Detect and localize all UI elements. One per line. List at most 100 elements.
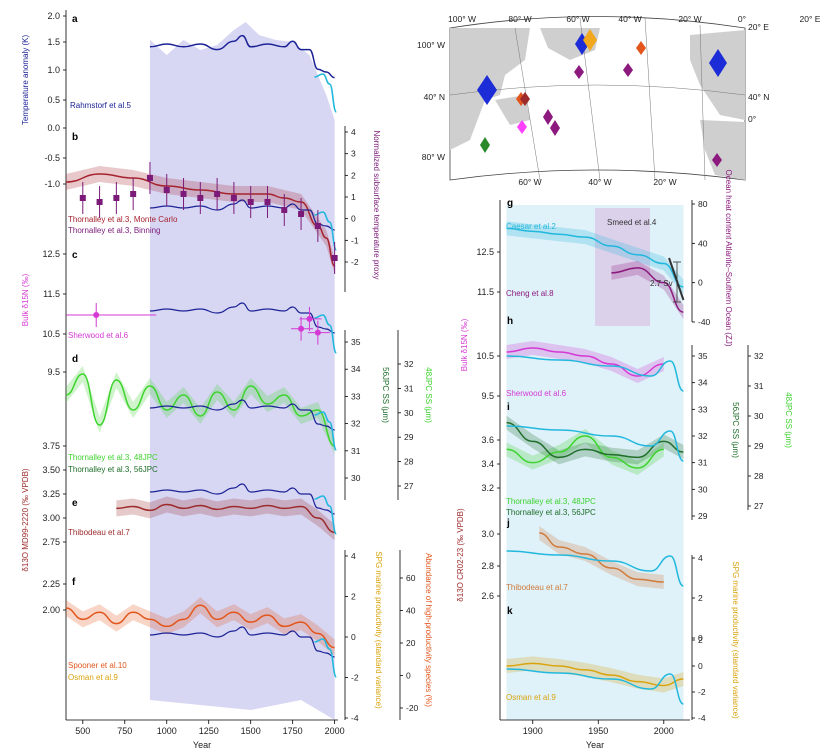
marker-rahmstorf-1 xyxy=(477,75,497,105)
series-left-2-point-0 xyxy=(79,195,86,201)
series-left-6-line xyxy=(65,604,335,649)
left-x-tick-label-1000: 1000 xyxy=(157,726,177,736)
y-tick-label-c-2: 10.5 xyxy=(42,329,60,339)
panel-letter-d: d xyxy=(72,354,78,365)
ri2-tick-label-1: 31 xyxy=(754,381,764,391)
rg-tick-label-2: 0 xyxy=(698,278,703,288)
y-tick-label-a-1: 1.5 xyxy=(47,37,60,47)
map-left-lat-2: 80° W xyxy=(422,152,445,162)
right-x-tick-label-1950: 1950 xyxy=(588,726,608,736)
right-label-g: Ocean heat content Atlantic–Southern Oce… xyxy=(724,170,733,347)
source-k: Osman et al.9 xyxy=(506,693,556,702)
rd1-tick-label-4: 31 xyxy=(351,446,361,456)
map-top-lon-4: 20° W xyxy=(678,14,701,24)
rk-tick-label-1: 0 xyxy=(698,661,703,671)
ri1-tick-label-4: 31 xyxy=(698,458,708,468)
caesar-uncertainty-envelope xyxy=(506,205,684,720)
marker-africa xyxy=(712,153,722,167)
left-series-lines xyxy=(65,34,338,678)
marker-thibodeau-2 xyxy=(520,92,530,106)
y-tick-label-e-3: 3.00 xyxy=(42,513,60,523)
y-tick-label-c-3: 9.5 xyxy=(47,367,60,377)
series-left-2-point-9 xyxy=(230,195,237,201)
left-x-ticks: 500 750 1000 1250 1500 1750 2000 xyxy=(75,720,345,736)
rahmstorf-uncertainty-envelope xyxy=(149,22,335,720)
y-tick-label-f-0: 2.25 xyxy=(42,579,60,589)
series-right-2-band xyxy=(506,341,664,383)
source-d2: Thornalley et al.3, 56JPC xyxy=(68,465,158,474)
meridian-20w xyxy=(644,17,656,181)
ry-tick-label-j-2: 2.6 xyxy=(481,591,494,601)
left-points xyxy=(66,162,338,345)
marker-spooner xyxy=(636,41,646,55)
rf2-tick-label-3: 0 xyxy=(406,671,411,681)
map-bottom-lon-0: 60° W xyxy=(518,177,541,187)
series-left-2-point-5 xyxy=(163,187,170,193)
caesar-tail-e xyxy=(314,495,338,535)
left-x-tick-label-1750: 1750 xyxy=(283,726,303,736)
right-col-right-ticks: 80400-403534333231302932313029282742020-… xyxy=(692,199,764,723)
series-right-0-line xyxy=(506,227,684,288)
right-series-lines xyxy=(506,227,685,705)
ry-tick-label-h-0: 10.5 xyxy=(476,351,494,361)
rd2-tick-label-4: 28 xyxy=(404,457,414,467)
ri1-tick-label-6: 29 xyxy=(698,511,708,521)
caesar-overlay-h xyxy=(506,355,684,392)
caesar-overlay-k xyxy=(506,668,684,705)
left-x-tick-label-1500: 1500 xyxy=(241,726,261,736)
y-tick-label-b-0: -0.5 xyxy=(44,153,60,163)
y-tick-label-c-1: 11.5 xyxy=(43,289,60,299)
series-left-2-point-15 xyxy=(331,255,338,261)
map-right-lat-0: 20° E xyxy=(748,22,769,32)
y-tick-label-f-1: 2.00 xyxy=(42,605,60,615)
rd1-tick-label-2: 33 xyxy=(351,391,361,401)
left-x-tick-label-500: 500 xyxy=(75,726,90,736)
greenland-land xyxy=(540,28,600,60)
marker-cheng-2 xyxy=(623,63,633,77)
panel-letter-e: e xyxy=(72,498,78,509)
series-left-2-point-13 xyxy=(298,211,305,217)
y-tick-label-a-2: 1.0 xyxy=(47,65,60,75)
series-right-5-band xyxy=(539,526,664,589)
ri1-tick-label-1: 34 xyxy=(698,378,708,388)
right-label-d2: 48JPC SS (μm) xyxy=(424,367,433,423)
rk-tick-label-0: 2 xyxy=(698,635,703,645)
source-i1: Thornalley et al.3, 48JPC xyxy=(506,497,596,506)
y-tick-label-e-0: 3.75 xyxy=(42,441,60,451)
ry-tick-label-g-1: 11.5 xyxy=(477,287,494,297)
right-x-ticks: 1900 1950 2000 xyxy=(523,720,674,736)
series-right-0-band xyxy=(506,221,684,294)
series-left-5-line xyxy=(116,503,335,534)
series-left-2-point-6 xyxy=(180,191,187,197)
source-e: Thibodeau et al.7 xyxy=(68,528,130,537)
series-left-2-point-14 xyxy=(314,223,321,229)
panel-letter-b: b xyxy=(72,132,78,143)
right-label-d1: 56JPC SS (μm) xyxy=(381,367,390,423)
right-label-f1: SPG marine productivity (standard varian… xyxy=(374,551,383,709)
meridian-60w xyxy=(514,27,541,181)
rahmstorf-overlay-c xyxy=(149,302,335,334)
panel-letter-c: c xyxy=(72,250,78,261)
y-tick-label-b-1: -1.0 xyxy=(44,179,60,189)
y-tick-label-c-0: 12.5 xyxy=(42,249,60,259)
left-column-chart: 500 750 1000 1250 1500 1750 2000 Year a b c d … xyxy=(21,10,433,750)
rd2-tick-label-3: 29 xyxy=(404,432,414,442)
map-right-lat-1: 40° N xyxy=(748,92,769,102)
rd2-tick-label-1: 31 xyxy=(404,383,414,393)
right-column-chart: 1900 1950 2000 Year g h i j k 12.511.510.5… xyxy=(456,170,793,751)
rf2-tick-label-1: 40 xyxy=(406,606,416,616)
ri1-tick-label-5: 30 xyxy=(698,484,708,494)
rb-tick-label-5: -1 xyxy=(351,235,359,245)
rg-tick-label-0: 80 xyxy=(698,199,708,209)
source-g1: Caesar et al.2 xyxy=(506,222,556,231)
rj-tick-label-0: 4 xyxy=(698,553,703,563)
ri1-tick-label-0: 35 xyxy=(698,351,708,361)
ri1-tick-label-3: 32 xyxy=(698,431,708,441)
rf1-tick-label-0: 4 xyxy=(351,551,356,561)
rahmstorf-overlay-d xyxy=(149,399,335,431)
source-c: Sherwood et al.6 xyxy=(68,331,129,340)
series-right-2-line xyxy=(506,347,664,377)
map-right-lat-2: 0° xyxy=(748,114,756,124)
source-h: Sherwood et al.6 xyxy=(506,389,567,398)
rf2-tick-label-2: 20 xyxy=(406,638,416,648)
